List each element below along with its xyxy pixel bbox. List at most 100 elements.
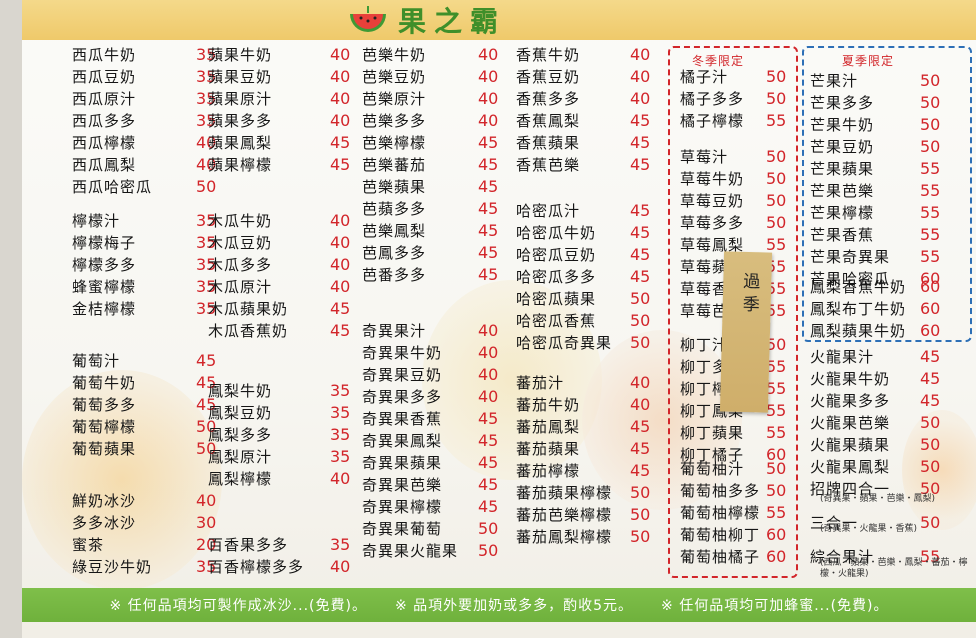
menu-item: 蕃茄蘋果 45 xyxy=(516,438,654,460)
item-name: 葡萄柚橘子 xyxy=(680,548,761,566)
menu-item: 芒果蘋果 55 xyxy=(810,158,944,180)
menu-item: 芭蘋多多 45 xyxy=(362,198,502,220)
item-name: 蜜茶 xyxy=(72,536,105,554)
item-name: 香蕉多多 xyxy=(516,90,581,108)
item-name: 綠豆沙牛奶 xyxy=(72,558,153,576)
item-price: 50 xyxy=(630,505,651,524)
item-price: 40 xyxy=(330,211,351,230)
item-price: 45 xyxy=(330,155,351,174)
menu-item: 木瓜牛奶 40 xyxy=(208,210,354,232)
menu-item: 奇異果香蕉 45 xyxy=(362,408,502,430)
item-price: 60 xyxy=(766,525,787,544)
item-name: 奇異果牛奶 xyxy=(362,344,443,362)
item-price: 40 xyxy=(196,133,217,152)
item-price: 50 xyxy=(920,457,941,476)
item-name: 奇異果豆奶 xyxy=(362,366,443,384)
footer-banner: ※ 任何品項均可製作成冰沙...(免費)。 ※ 品項外要加奶或多多，酌收5元。 … xyxy=(22,588,976,622)
menu-item: 芒果檸檬 55 xyxy=(810,202,944,224)
item-name: 蕃茄檸檬 xyxy=(516,462,581,480)
item-price: 50 xyxy=(630,527,651,546)
item-name: 西瓜哈密瓜 xyxy=(72,178,153,196)
menu-item: 鳳梨牛奶 35 xyxy=(208,380,354,402)
item-price: 50 xyxy=(630,289,651,308)
four-in-one-note: (奇異果・蘋果・芭樂・鳳梨) xyxy=(820,494,936,504)
menu-item: 芭樂多多 40 xyxy=(362,110,502,132)
item-price: 40 xyxy=(196,491,217,510)
item-price: 50 xyxy=(478,519,499,538)
menu-item: 西瓜原汁 35 xyxy=(72,88,220,110)
item-name: 芒果蘋果 xyxy=(810,160,875,178)
item-name: 葡萄多多 xyxy=(72,396,137,414)
menu-item: 奇異果多多 40 xyxy=(362,386,502,408)
menu-item: 葡萄牛奶 45 xyxy=(72,372,220,394)
item-price: 45 xyxy=(478,475,499,494)
item-name: 葡萄柚汁 xyxy=(680,460,745,478)
item-name: 綜合果汁 xyxy=(810,548,875,566)
menu-item: 葡萄多多 45 xyxy=(72,394,220,416)
item-price: 40 xyxy=(330,45,351,64)
item-name: 檸檬梅子 xyxy=(72,234,137,252)
item-price: 45 xyxy=(920,347,941,366)
item-price: 45 xyxy=(478,155,499,174)
item-price: 35 xyxy=(196,299,217,318)
item-price: 55 xyxy=(920,181,941,200)
menu-item: 草莓牛奶 50 xyxy=(680,168,790,190)
item-price: 55 xyxy=(766,357,787,376)
shop-name: 果之霸 xyxy=(398,5,507,38)
menu-item: 哈密瓜多多 45 xyxy=(516,266,654,288)
menu-item: 火龍果汁 45 xyxy=(810,346,944,368)
header-banner: 果之霸 xyxy=(22,0,976,40)
item-price: 50 xyxy=(920,71,941,90)
item-name: 香蕉豆奶 xyxy=(516,68,581,86)
item-price: 45 xyxy=(478,453,499,472)
menu-item: 蘋果豆奶 40 xyxy=(208,66,354,88)
item-price: 35 xyxy=(330,403,351,422)
item-price: 45 xyxy=(330,321,351,340)
item-name: 奇異果蘋果 xyxy=(362,454,443,472)
item-name: 火龍果多多 xyxy=(810,392,891,410)
item-name: 奇異果香蕉 xyxy=(362,410,443,428)
item-price: 35 xyxy=(196,211,217,230)
item-price: 50 xyxy=(196,417,217,436)
menu-item: 檸檬汁 35 xyxy=(72,210,220,232)
item-name: 哈密瓜豆奶 xyxy=(516,246,597,264)
item-price: 50 xyxy=(766,213,787,232)
menu-item: 三合一 50 xyxy=(810,512,944,534)
item-name: 西瓜原汁 xyxy=(72,90,137,108)
item-price: 40 xyxy=(330,89,351,108)
item-price: 50 xyxy=(766,191,787,210)
item-name: 火龍果蘋果 xyxy=(810,436,891,454)
item-name: 蘋果原汁 xyxy=(208,90,273,108)
item-name: 哈密瓜多多 xyxy=(516,268,597,286)
menu-item: 芒果牛奶 50 xyxy=(810,114,944,136)
menu-item: 蘋果牛奶 40 xyxy=(208,44,354,66)
menu-item: 橘子檸檬 55 xyxy=(680,110,790,132)
item-name: 木瓜豆奶 xyxy=(208,234,273,252)
menu-item: 西瓜哈密瓜 50 xyxy=(72,176,220,198)
menu-item: 鳳梨多多 35 xyxy=(208,424,354,446)
item-price: 45 xyxy=(330,299,351,318)
item-name: 蘋果檸檬 xyxy=(208,156,273,174)
menu-item: 綠豆沙牛奶 35 xyxy=(72,556,220,578)
item-name: 鳳梨多多 xyxy=(208,426,273,444)
item-name: 木瓜香蕉奶 xyxy=(208,322,289,340)
item-price: 45 xyxy=(630,155,651,174)
item-price: 50 xyxy=(630,483,651,502)
menu-item: 西瓜多多 35 xyxy=(72,110,220,132)
menu-item: 草莓汁 50 xyxy=(680,146,790,168)
menu-item: 芭樂檸檬 45 xyxy=(362,132,502,154)
item-name: 木瓜多多 xyxy=(208,256,273,274)
menu-item: 草莓多多 50 xyxy=(680,212,790,234)
item-price: 60 xyxy=(766,445,787,464)
item-price: 40 xyxy=(630,89,651,108)
item-name: 西瓜多多 xyxy=(72,112,137,130)
menu-item: 檸檬多多 35 xyxy=(72,254,220,276)
item-price: 50 xyxy=(766,481,787,500)
item-name: 蕃茄蘋果檸檬 xyxy=(516,484,613,502)
item-price: 35 xyxy=(196,45,217,64)
item-name: 三合一 xyxy=(810,514,859,532)
item-price: 35 xyxy=(196,557,217,576)
item-price: 35 xyxy=(330,535,351,554)
menu-item: 芭樂鳳梨 45 xyxy=(362,220,502,242)
item-name: 芒果檸檬 xyxy=(810,204,875,222)
